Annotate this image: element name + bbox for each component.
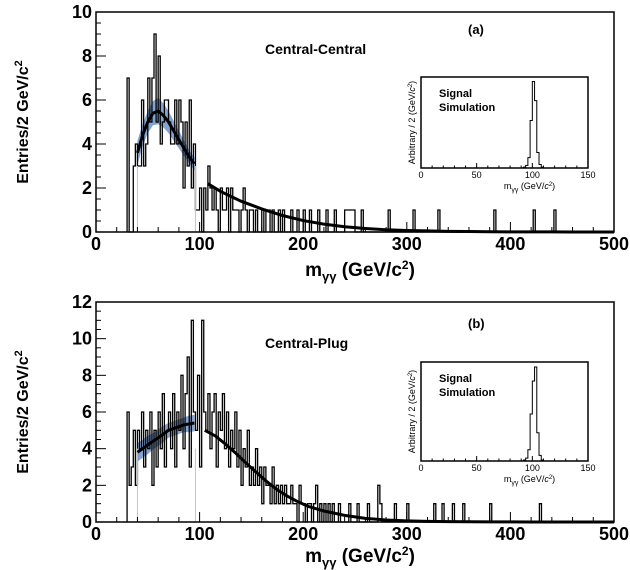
inset-y-c: c: [407, 376, 417, 381]
inset-x-sup: 2: [549, 182, 553, 188]
y-tick-label: 4: [82, 134, 92, 154]
y-axis-label-sup: 2: [13, 350, 25, 356]
inset-signal-peak: [522, 81, 544, 168]
x-axis-label-end: ): [409, 260, 415, 281]
x-tick-label: 300: [392, 524, 422, 544]
y-axis-label: Entries/2 GeV/c2: [13, 350, 32, 474]
inset-x-tick-label: 50: [472, 170, 482, 180]
y-tick-label: 0: [82, 222, 92, 242]
inset-x-tick-label: 100: [525, 463, 540, 473]
y-tick-label: 10: [72, 2, 92, 22]
inset-x-sub: γγ: [511, 187, 519, 194]
panel-label: (b): [468, 316, 485, 331]
y-axis-label-text: Entries/2 GeV/c: [15, 66, 32, 183]
inset-x-m: m: [504, 474, 512, 484]
inset-frame: [420, 361, 589, 462]
x-tick-label: 300: [392, 234, 422, 254]
x-tick-label: 0: [91, 524, 101, 544]
inset-x-unit: (GeV/: [518, 181, 545, 191]
inset-frame: [420, 76, 589, 169]
inset-y-sup: 2: [408, 372, 414, 376]
inset-x-c: c: [544, 181, 549, 191]
x-tick-label: 200: [288, 234, 318, 254]
y-tick-label: 2: [82, 178, 92, 198]
inset-y-end: ): [407, 370, 417, 373]
inset-x-m: m: [504, 181, 512, 191]
x-tick-label: 100: [185, 234, 215, 254]
inset-note-line2: Simulation: [439, 387, 496, 399]
y-axis-label: Entries/2 GeV/c2: [13, 60, 32, 184]
inset-y-c: c: [407, 87, 417, 92]
x-axis-label-m: m: [305, 260, 322, 281]
y-tick-label: 8: [82, 365, 92, 385]
y-tick-label: 6: [82, 402, 92, 422]
inset-x-tick-label: 150: [580, 463, 595, 473]
inset-x-tick-label: 0: [418, 170, 423, 180]
inset-x-tick-label: 50: [472, 463, 482, 473]
data-histogram: [126, 33, 559, 233]
inset-y-axis-label: Arbitrary / 2 (GeV/c2): [407, 370, 417, 453]
fit-curve-low: [136, 109, 196, 165]
x-axis-label: mγγ (GeV/c2): [305, 258, 415, 284]
inset-x-tick-label: 100: [525, 170, 540, 180]
y-axis-label-sup: 2: [13, 60, 25, 66]
y-tick-label: 10: [72, 329, 92, 349]
y-axis-label-text: Entries/2 GeV/c: [15, 356, 32, 473]
region-label: Central-Central: [265, 41, 366, 57]
inset-y-text: Arbitrary / 2 (GeV/: [407, 380, 417, 453]
inset-signal-peak: [522, 366, 544, 461]
y-tick-label: 4: [82, 439, 92, 459]
inset-y-end: ): [407, 81, 417, 84]
x-axis-label-unit: (GeV/c: [336, 546, 402, 567]
panel-label: (a): [468, 22, 484, 37]
y-tick-label: 8: [82, 46, 92, 66]
inset-x-axis-label: mγγ (GeV/c2): [504, 181, 555, 194]
x-axis-label-unit: (GeV/c: [336, 260, 402, 281]
inset-x-tick-label: 0: [418, 463, 423, 473]
inset-y-sup: 2: [408, 83, 414, 87]
inset-x-unit: (GeV/: [518, 474, 545, 484]
x-tick-label: 500: [599, 524, 629, 544]
inset-x-end: ): [552, 474, 555, 484]
y-tick-label: 12: [72, 292, 92, 312]
x-tick-label: 400: [495, 234, 525, 254]
inset-x-end: ): [552, 181, 555, 191]
x-tick-label: 100: [185, 524, 215, 544]
x-axis-label-sub: γγ: [322, 269, 337, 284]
y-tick-label: 2: [82, 475, 92, 495]
x-axis-label-sup: 2: [402, 258, 409, 272]
x-tick-label: 400: [495, 524, 525, 544]
region-label: Central-Plug: [265, 335, 348, 351]
x-axis-label-sup: 2: [402, 544, 409, 558]
inset-y-text: Arbitrary / 2 (GeV/: [407, 91, 417, 164]
x-tick-label: 500: [599, 234, 629, 254]
x-axis-label-end: ): [409, 546, 415, 567]
inset-note-line1: Signal: [439, 88, 472, 100]
inset-note-line2: Simulation: [439, 102, 496, 114]
inset-x-c: c: [544, 474, 549, 484]
y-tick-label: 0: [82, 512, 92, 532]
inset-note-line1: Signal: [439, 373, 472, 385]
x-axis-label: mγγ (GeV/c2): [305, 544, 415, 570]
fit-curve-low: [136, 421, 195, 454]
x-tick-label: 200: [288, 524, 318, 544]
inset-x-tick-label: 150: [580, 170, 595, 180]
inset-y-axis-label: Arbitrary / 2 (GeV/c2): [407, 81, 417, 164]
inset-x-axis-label: mγγ (GeV/c2): [504, 474, 555, 487]
y-tick-label: 6: [82, 90, 92, 110]
inset-x-sub: γγ: [511, 480, 519, 487]
x-tick-label: 0: [91, 234, 101, 254]
x-axis-label-m: m: [305, 546, 322, 567]
x-axis-label-sub: γγ: [322, 555, 337, 570]
inset-x-sup: 2: [549, 475, 553, 481]
